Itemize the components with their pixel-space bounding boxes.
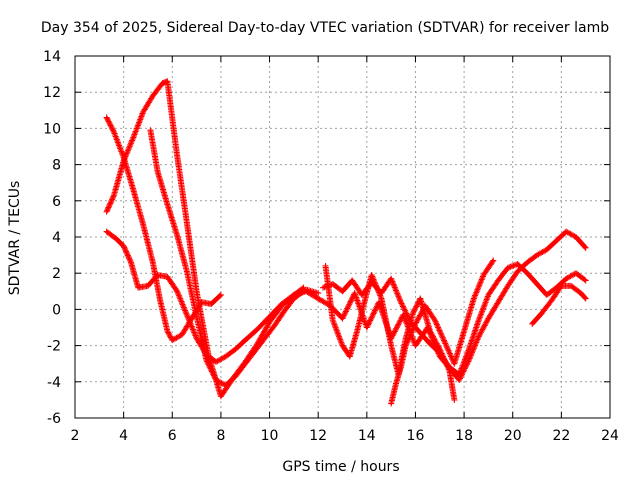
data-point-markers xyxy=(322,262,458,403)
data-points xyxy=(103,78,589,407)
y-tick-label: -6 xyxy=(47,411,61,427)
y-tick-label: 2 xyxy=(52,266,61,282)
series-track-3 xyxy=(103,228,307,365)
data-point-markers xyxy=(529,282,589,327)
x-tick-label: 4 xyxy=(119,428,128,444)
x-tick-label: 22 xyxy=(552,428,570,444)
gridlines xyxy=(75,56,610,418)
x-tick-label: 20 xyxy=(504,428,522,444)
x-tick-label: 16 xyxy=(407,428,425,444)
x-tick-label: 14 xyxy=(358,428,376,444)
x-axis-label: GPS time / hours xyxy=(282,459,399,475)
x-tick-label: 18 xyxy=(455,428,473,444)
series-track-4 xyxy=(147,127,322,389)
x-tick-label: 2 xyxy=(71,428,80,444)
y-tick-label: 8 xyxy=(52,158,61,174)
x-tick-label: 10 xyxy=(261,428,279,444)
chart-title: Day 354 of 2025, Sidereal Day-to-day VTE… xyxy=(41,20,609,36)
x-tick-label: 12 xyxy=(309,428,327,444)
data-point-markers xyxy=(147,127,322,389)
y-tick-label: -2 xyxy=(47,339,61,355)
y-tick-label: -4 xyxy=(47,375,61,391)
series-track-9 xyxy=(529,282,589,327)
y-tick-label: 4 xyxy=(52,230,61,246)
series-track-8 xyxy=(322,262,458,403)
y-tick-label: 10 xyxy=(43,121,61,137)
x-tick-label: 6 xyxy=(168,428,177,444)
x-tick-label: 24 xyxy=(601,428,619,444)
y-tick-label: 0 xyxy=(52,302,61,318)
y-axis-label: SDTVAR / TECUs xyxy=(7,181,23,296)
x-tick-label: 8 xyxy=(216,428,225,444)
y-tick-label: 12 xyxy=(43,85,61,101)
data-point-markers xyxy=(103,228,307,365)
y-tick-label: 6 xyxy=(52,194,61,210)
y-tick-label: 14 xyxy=(43,49,61,65)
